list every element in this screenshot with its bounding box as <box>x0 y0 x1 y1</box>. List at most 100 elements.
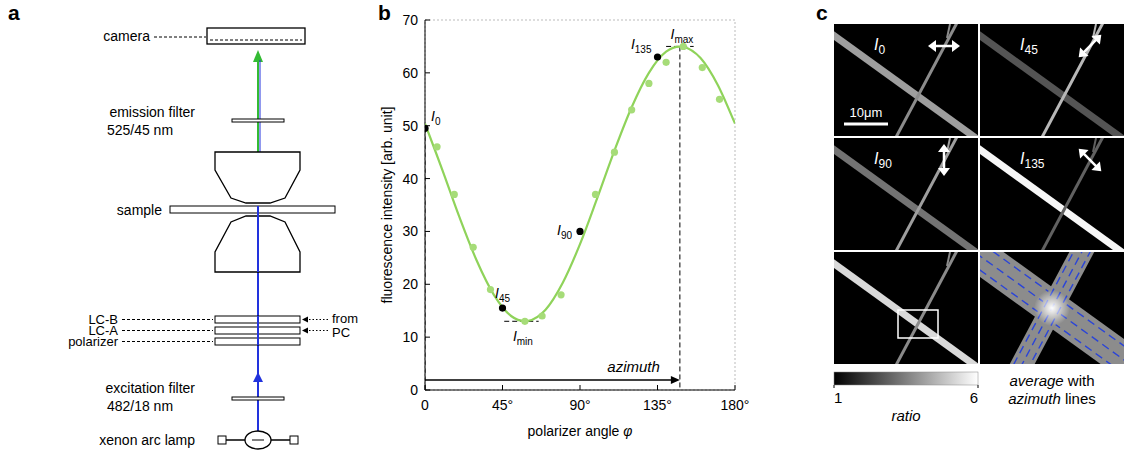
azimuth-line <box>989 252 1102 364</box>
data-point <box>487 286 494 293</box>
title-part: polarizer angle <box>528 423 624 439</box>
emission-beam <box>257 58 259 152</box>
lamp-bulb <box>245 431 271 449</box>
image-content <box>980 138 1124 250</box>
crossing-glow <box>1034 290 1070 326</box>
controller-label: PC <box>332 325 350 340</box>
beam-arrow <box>253 372 263 382</box>
image-content <box>834 138 978 250</box>
leader <box>122 330 213 331</box>
polarization-arrow <box>1074 144 1105 175</box>
y-tick <box>425 20 430 21</box>
min-label: Imin <box>513 328 533 347</box>
fiber-short <box>1093 138 1096 152</box>
colorbar-title: ratio <box>891 407 920 424</box>
subscript: max <box>674 34 693 45</box>
point-label: I135 <box>631 36 652 55</box>
y-tick <box>425 337 430 338</box>
data-point <box>654 53 661 60</box>
y-tick-label: 0 <box>410 382 418 398</box>
x-tick <box>735 385 736 390</box>
component-label: sample <box>117 202 162 218</box>
beam-arrow <box>253 50 263 62</box>
x-tick-label: 90° <box>569 397 590 413</box>
figure: abccameraemission filter525/45 nmsampleL… <box>0 0 1130 459</box>
colorbar-tick-label: 1 <box>834 389 842 406</box>
data-point <box>699 64 706 71</box>
x-tick-label: 135° <box>643 397 672 413</box>
annotation-lines <box>425 46 694 390</box>
fiber-short <box>947 252 950 266</box>
caption-emphasis: average <box>1009 372 1063 389</box>
excitation-filter <box>232 397 284 400</box>
colorbar <box>834 372 978 385</box>
azimuth-line <box>996 252 1109 364</box>
polarization-image: I90 <box>829 133 984 258</box>
data-point <box>611 149 618 156</box>
data-marks <box>425 43 735 325</box>
point-label: I45 <box>495 285 510 304</box>
arrow-head <box>1074 144 1088 158</box>
arrow-head <box>1074 47 1088 61</box>
arrow-shaft <box>1082 152 1098 168</box>
point-label: I90 <box>557 222 572 241</box>
y-axis <box>425 20 426 390</box>
data-point <box>470 244 477 251</box>
subscript: 90 <box>561 230 573 241</box>
polarization-arrow <box>1074 30 1105 61</box>
colorbar-tick-label: 6 <box>970 389 978 406</box>
azimuth-line <box>980 252 1124 364</box>
azimuth-line <box>1002 252 1115 364</box>
x-tick-label: 180° <box>721 397 750 413</box>
panel-letter: a <box>8 1 20 24</box>
image-label: I90 <box>874 150 892 171</box>
component-label: xenon arc lamp <box>99 432 195 448</box>
azimuth-line <box>980 252 1124 364</box>
emission-filter <box>232 119 284 122</box>
camera-sensor <box>210 40 302 41</box>
fiber-band-body <box>986 252 1118 364</box>
ratio-image <box>829 247 984 372</box>
y-tick-label: 10 <box>402 329 418 345</box>
subscript: 45 <box>499 293 511 304</box>
x-axis-title: polarizer angle φ <box>528 423 633 439</box>
image-label: I45 <box>1020 36 1038 57</box>
fiber-short <box>947 24 950 38</box>
data-point <box>433 143 440 150</box>
y-tick <box>425 390 430 391</box>
azimuth-arrowhead <box>671 376 680 384</box>
image-content <box>834 252 978 364</box>
lamp-socket <box>290 436 298 444</box>
arrow-head <box>928 40 936 52</box>
control-arrow <box>306 319 328 320</box>
fiber-thin <box>894 24 959 136</box>
y-tick-label: 40 <box>402 171 418 187</box>
arrow-shaft <box>943 149 946 171</box>
arrow-head <box>952 40 960 52</box>
x-tick <box>580 385 581 390</box>
component-detail: 482/18 nm <box>107 398 173 414</box>
scale-bar-label: 10μm <box>850 105 883 120</box>
azimuth-label: azimuth <box>607 358 660 375</box>
data-point <box>451 191 458 198</box>
polarization-image: I135 <box>975 133 1130 258</box>
fiber-band <box>980 252 1124 364</box>
excitation-beam <box>260 60 261 152</box>
arrow-head <box>938 144 950 152</box>
arrow-head <box>1091 30 1105 44</box>
component-label: polarizer <box>68 334 119 349</box>
zero-line <box>425 128 426 390</box>
lamp-socket <box>218 436 226 444</box>
camera <box>207 28 305 44</box>
azimuth-arrow <box>425 379 674 380</box>
caption-emphasis: azimuth <box>1008 390 1061 407</box>
subscript: min <box>517 336 533 347</box>
caption-rest: with <box>1064 372 1095 389</box>
y-axis-title: fluorescence intensity [arb. unit] <box>379 107 395 304</box>
image-content <box>980 24 1124 136</box>
setup-diagram: cameraemission filter525/45 nmsampleLC-B… <box>68 28 358 449</box>
polarization-arrow <box>928 40 960 52</box>
component-detail: 525/45 nm <box>107 122 173 138</box>
arrow-shaft <box>933 45 955 48</box>
fiber-thin <box>894 252 959 364</box>
